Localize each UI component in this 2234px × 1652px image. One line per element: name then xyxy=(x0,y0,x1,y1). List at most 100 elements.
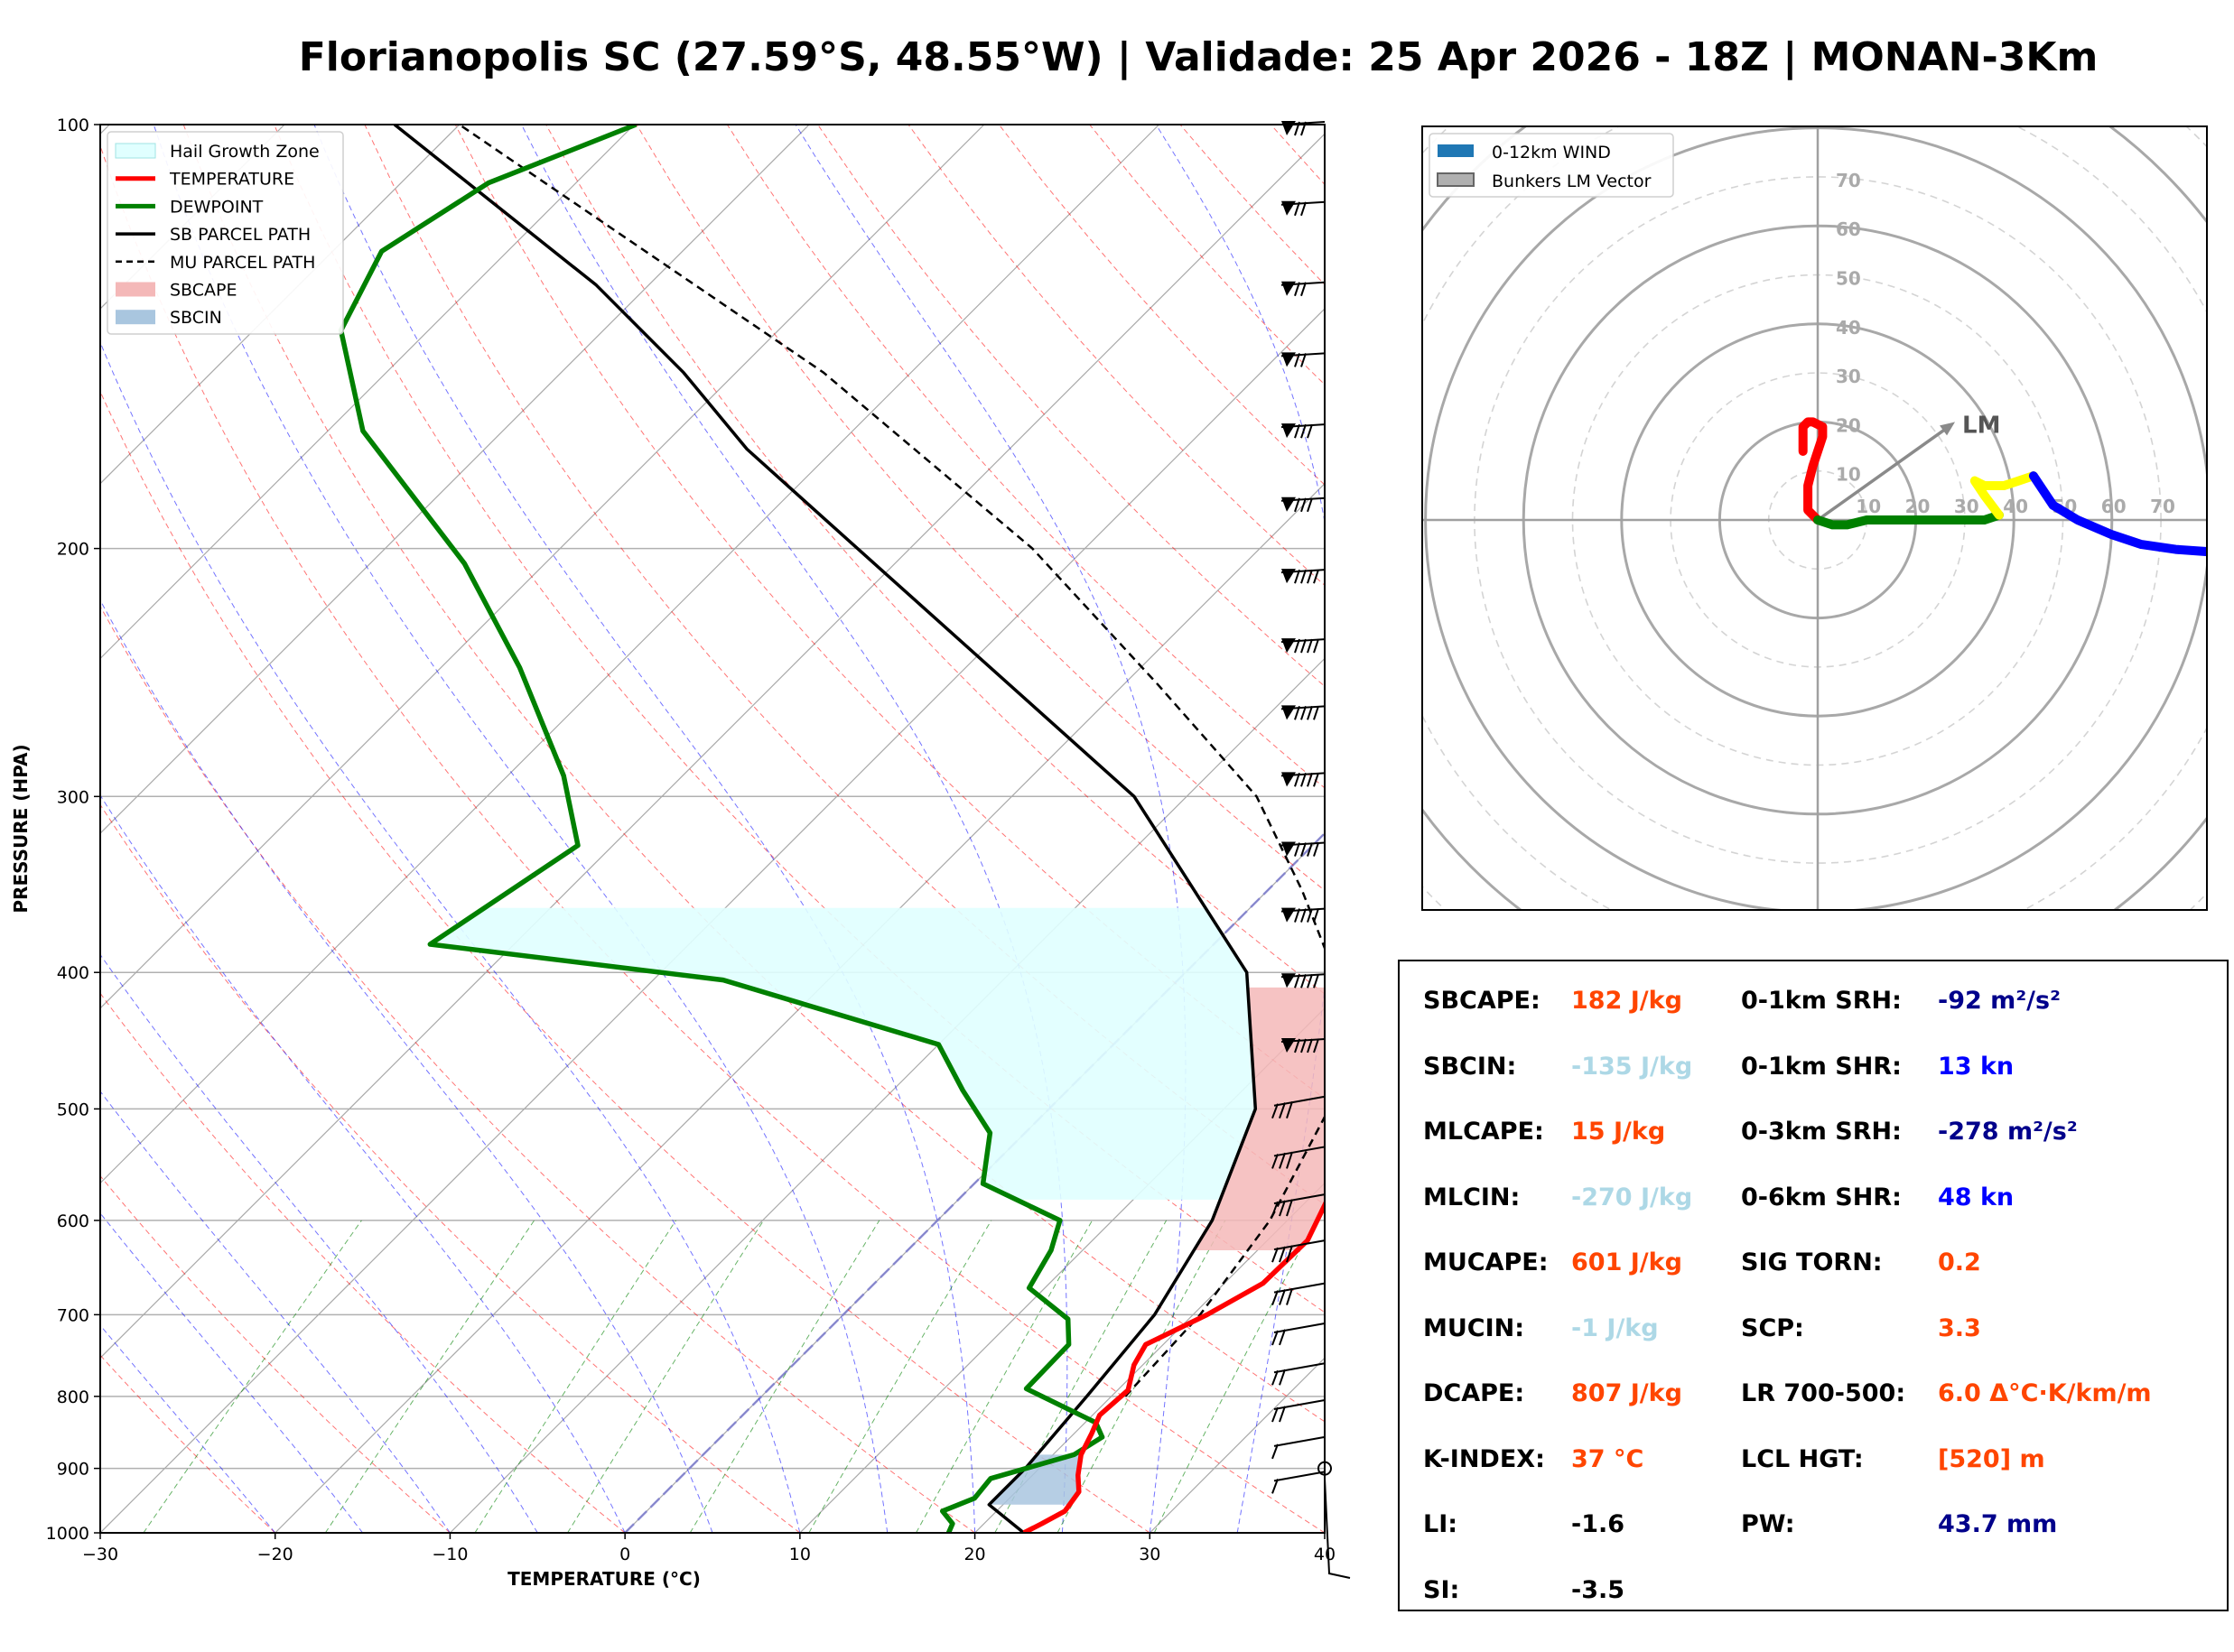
stat-value: 3.3 xyxy=(1938,1313,1981,1342)
stat-value: -270 J/kg xyxy=(1571,1183,1693,1211)
ring-x-label: 40 xyxy=(2003,496,2028,517)
x-tick-label: −20 xyxy=(257,1545,293,1564)
stat-value: 15 J/kg xyxy=(1571,1118,1666,1146)
wind-barb xyxy=(1271,1322,1326,1346)
dry-adiabat xyxy=(636,125,1325,892)
legend-entry: SBCIN xyxy=(170,308,222,328)
skew-t-chart: −30 −20 −10 0 10 20 30 40 100 200 300 400 500 600 700 8… xyxy=(10,116,1351,1590)
dry-adiabat xyxy=(100,390,1150,1533)
ring-x-label: 60 xyxy=(2101,496,2127,517)
legend-entry: DEWPOINT xyxy=(170,197,264,217)
hodograph-ring xyxy=(1229,0,2234,957)
y-tick-label: 1000 xyxy=(46,1524,89,1544)
wind-barb xyxy=(1271,1362,1326,1386)
stat-label: MLCIN: xyxy=(1423,1183,1521,1211)
hodograph-legend: 0-12km WIND Bunkers LM Vector xyxy=(1429,133,1674,198)
wind-barb xyxy=(1280,1037,1326,1053)
stat-value: -135 J/kg xyxy=(1571,1052,1693,1081)
stat-value: [520] m xyxy=(1938,1444,2045,1473)
wind-barb xyxy=(1280,121,1326,136)
y-axis-label: PRESSURE (HPA) xyxy=(10,744,32,913)
stat-label: LCL HGT: xyxy=(1741,1444,1864,1473)
x-tick-label: −30 xyxy=(82,1545,118,1564)
bunkers-lm-arrowhead xyxy=(1940,422,1956,436)
y-tick-label: 300 xyxy=(57,787,89,807)
stat-label: LI: xyxy=(1423,1510,1458,1538)
stat-label: 0-3km SRH: xyxy=(1741,1118,1902,1146)
y-tick-label: 800 xyxy=(57,1387,89,1407)
wind-barb xyxy=(1271,1193,1326,1217)
wind-barb xyxy=(1271,1095,1326,1119)
ring-label: 30 xyxy=(1836,366,1861,387)
wind-barb xyxy=(1280,638,1326,654)
wind-barb xyxy=(1271,1282,1326,1305)
wind-barb xyxy=(1280,907,1326,923)
dry-adiabat xyxy=(726,125,1325,789)
wind-barb xyxy=(1280,352,1326,367)
wind-barb xyxy=(1280,772,1326,787)
ring-x-label: 30 xyxy=(1954,496,1979,517)
stat-label: SBCAPE: xyxy=(1423,987,1541,1015)
dry-adiabat xyxy=(182,125,1325,1423)
dewpoint-line xyxy=(338,125,1105,1533)
stat-label: SBCIN: xyxy=(1423,1052,1517,1081)
stat-value: 37 °C xyxy=(1571,1444,1644,1473)
surface-wind-barb xyxy=(1324,1478,1351,1579)
legend-box xyxy=(107,131,344,335)
moist-adiabat xyxy=(795,125,1187,1533)
stat-value: 601 J/kg xyxy=(1571,1248,1682,1276)
hodograph-segment xyxy=(1813,510,2004,530)
y-tick-label: 200 xyxy=(57,540,89,560)
mixing-ratio-line xyxy=(916,1220,1094,1533)
wind-barb xyxy=(1271,1239,1326,1263)
stat-value: 0.2 xyxy=(1938,1248,1981,1276)
stat-label: K-INDEX: xyxy=(1423,1444,1545,1473)
wind-barb xyxy=(1280,973,1326,988)
x-tick-label: 20 xyxy=(963,1545,985,1564)
isotherm xyxy=(100,308,1325,1533)
mixing-ratio-line xyxy=(1153,1220,1317,1533)
stat-label: DCAPE: xyxy=(1423,1379,1525,1407)
dry-adiabat xyxy=(100,605,975,1533)
stat-value: -278 m²/s² xyxy=(1938,1118,2078,1146)
sb-parcel-path xyxy=(393,125,1258,1533)
hodograph-segment xyxy=(1798,417,1828,524)
dry-adiabat xyxy=(545,125,1325,995)
stat-label: LR 700-500: xyxy=(1741,1379,1906,1407)
stat-value: 807 J/kg xyxy=(1571,1379,1682,1407)
legend-swatch xyxy=(1438,144,1474,157)
hodograph-ring xyxy=(1422,126,2207,910)
y-tick-label: 900 xyxy=(57,1460,89,1480)
ring-label: 50 xyxy=(1836,268,1861,290)
x-tick-label: −10 xyxy=(432,1545,468,1564)
x-tick-label: 10 xyxy=(789,1545,811,1564)
dry-adiabat xyxy=(100,1174,451,1533)
wind-barb xyxy=(1280,200,1326,217)
mixing-ratio-line xyxy=(808,1220,992,1533)
dry-adiabat xyxy=(100,803,801,1533)
isotherm xyxy=(799,1007,1325,1533)
chart-title: Florianopolis SC (27.59°S, 48.55°W) | Va… xyxy=(298,34,2099,80)
mixing-ratio-line xyxy=(324,1220,535,1533)
wind-barb xyxy=(1280,569,1326,584)
moist-adiabat xyxy=(100,1212,363,1533)
legend-swatch xyxy=(115,143,156,159)
moist-adiabat xyxy=(100,794,626,1533)
hodograph-segment xyxy=(2028,471,2207,557)
stat-label: MLCAPE: xyxy=(1423,1118,1544,1146)
dry-adiabat xyxy=(100,992,626,1533)
y-tick-label: 100 xyxy=(57,116,89,135)
hodograph-frame xyxy=(1421,125,2208,911)
wind-barb xyxy=(1271,1146,1326,1169)
x-tick-label: 40 xyxy=(1314,1545,1336,1564)
ring-label: 20 xyxy=(1836,414,1861,436)
ring-label: 10 xyxy=(1836,464,1861,486)
stat-value: 13 kn xyxy=(1938,1052,2015,1081)
stat-label: 0-1km SRH: xyxy=(1741,987,1902,1015)
sbcin-area xyxy=(989,1454,1082,1505)
wind-barb xyxy=(1271,1471,1326,1494)
stat-value: 182 J/kg xyxy=(1571,987,1682,1015)
stat-value: -3.5 xyxy=(1571,1575,1625,1604)
skew-t-frame xyxy=(99,124,1326,1534)
hodograph-ring xyxy=(1131,0,2234,957)
